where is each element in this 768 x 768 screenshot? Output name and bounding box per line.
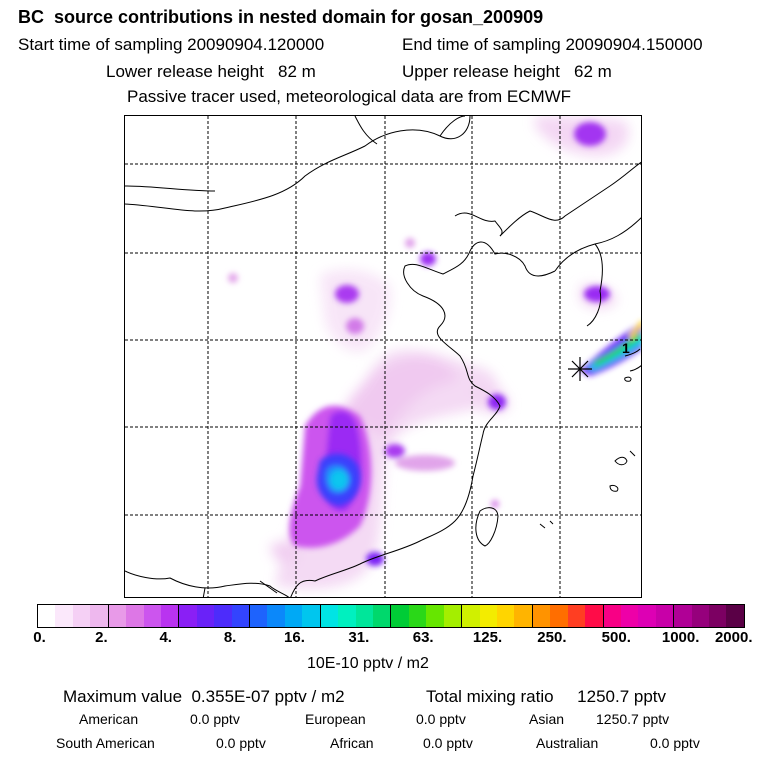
colorbar-segment xyxy=(461,605,480,627)
south-american-value: 0.0 pptv xyxy=(216,735,266,751)
colorbar-segment xyxy=(143,605,161,627)
colorbar-segment xyxy=(602,605,621,627)
map-title: BC source contributions in nested domain… xyxy=(18,7,544,27)
asian-value: 1250.7 pptv xyxy=(596,711,670,727)
graticule xyxy=(125,116,641,597)
colorbar-segment xyxy=(55,605,73,627)
upper-release-text: Upper release height 62 m xyxy=(402,62,612,81)
colorbar-segment xyxy=(514,605,532,627)
colorbar-segment xyxy=(673,605,692,627)
colorbar-segment xyxy=(72,605,91,627)
african-value: 0.0 pptv xyxy=(423,735,473,751)
colorbar-segment xyxy=(196,605,215,627)
maximum-value-text: Maximum value 0.355E-07 pptv / m2 xyxy=(63,687,345,706)
colorbar-tick-label: 125. xyxy=(472,629,503,646)
colorbar xyxy=(37,604,745,628)
colorbar-segment xyxy=(390,605,409,627)
colorbar-segment xyxy=(107,605,127,627)
colorbar-tick-label: 63. xyxy=(412,629,434,646)
australian-label: Australian xyxy=(536,735,599,751)
colorbar-tick-label: 8. xyxy=(223,629,237,646)
colorbar-tick-label: 2. xyxy=(95,629,108,646)
colorbar-segment xyxy=(178,605,197,627)
american-value: 0.0 pptv xyxy=(190,711,240,727)
colorbar-tick-label: 0. xyxy=(33,629,46,646)
colorbar-segment xyxy=(302,605,320,627)
african-label: African xyxy=(330,735,374,751)
colorbar-segment xyxy=(426,605,444,627)
colorbar-tick-label: 2000. xyxy=(714,629,753,646)
colorbar-segment xyxy=(160,605,179,627)
colorbar-tick-label: 16. xyxy=(284,629,305,646)
colorbar-segment xyxy=(726,605,744,627)
colorbar-segment xyxy=(214,605,232,627)
colorbar-segment xyxy=(90,605,108,627)
plume-high xyxy=(316,453,361,506)
concentration-map: 1 xyxy=(125,116,641,597)
colorbar-segment xyxy=(267,605,285,627)
colorbar-tick-label: 500. xyxy=(601,629,631,646)
colorbar-segment xyxy=(126,605,144,627)
colorbar-segment xyxy=(249,605,268,627)
receptor-star-icon xyxy=(568,357,592,381)
colorbar-segment xyxy=(373,605,391,627)
colorbar-segment xyxy=(620,605,639,627)
asian-label: Asian xyxy=(529,711,565,727)
total-mixing-ratio-text: Total mixing ratio 1250.7 pptv xyxy=(426,687,667,706)
receptor-plume xyxy=(580,320,641,376)
colorbar-segment xyxy=(284,605,303,627)
colorbar-segment xyxy=(691,605,710,627)
colorbar-segment xyxy=(585,605,603,627)
colorbar-segment xyxy=(338,605,356,627)
american-label: American xyxy=(79,711,139,727)
colorbar-segment xyxy=(38,605,56,627)
european-value: 0.0 pptv xyxy=(416,711,466,727)
start-time-text: Start time of sampling 20090904.120000 xyxy=(18,35,325,54)
colorbar-segment xyxy=(319,605,339,627)
colorbar-segment xyxy=(638,605,656,627)
south-american-label: South American xyxy=(56,735,155,751)
colorbar-segment xyxy=(355,605,374,627)
colorbar-tick-label: 1000. xyxy=(661,629,700,646)
colorbar-unit: 10E-10 pptv / m2 xyxy=(307,655,429,672)
colorbar-tick-label: 250. xyxy=(537,629,567,646)
plume-mid xyxy=(228,122,610,566)
colorbar-segment xyxy=(531,605,551,627)
colorbar-segment xyxy=(231,605,250,627)
colorbar-segment xyxy=(496,605,515,627)
receptor-label: 1 xyxy=(622,340,630,356)
map-panel: 1 xyxy=(124,115,642,598)
end-time-text: End time of sampling 20090904.150000 xyxy=(402,35,703,54)
colorbar-segment xyxy=(550,605,568,627)
colorbar-tick-label: 31. xyxy=(348,629,370,646)
coastlines xyxy=(125,116,641,597)
european-label: European xyxy=(305,711,366,727)
lower-release-text: Lower release height 82 m xyxy=(106,62,316,81)
colorbar-segment xyxy=(443,605,462,627)
colorbar-segment xyxy=(479,605,497,627)
colorbar-segment xyxy=(408,605,427,627)
colorbar-segment xyxy=(567,605,586,627)
colorbar-segment xyxy=(655,605,674,627)
australian-value: 0.0 pptv xyxy=(650,735,700,751)
colorbar-tick-label: 4. xyxy=(159,629,172,646)
tracer-note-text: Passive tracer used, meteorological data… xyxy=(127,87,572,106)
colorbar-segment xyxy=(709,605,727,627)
